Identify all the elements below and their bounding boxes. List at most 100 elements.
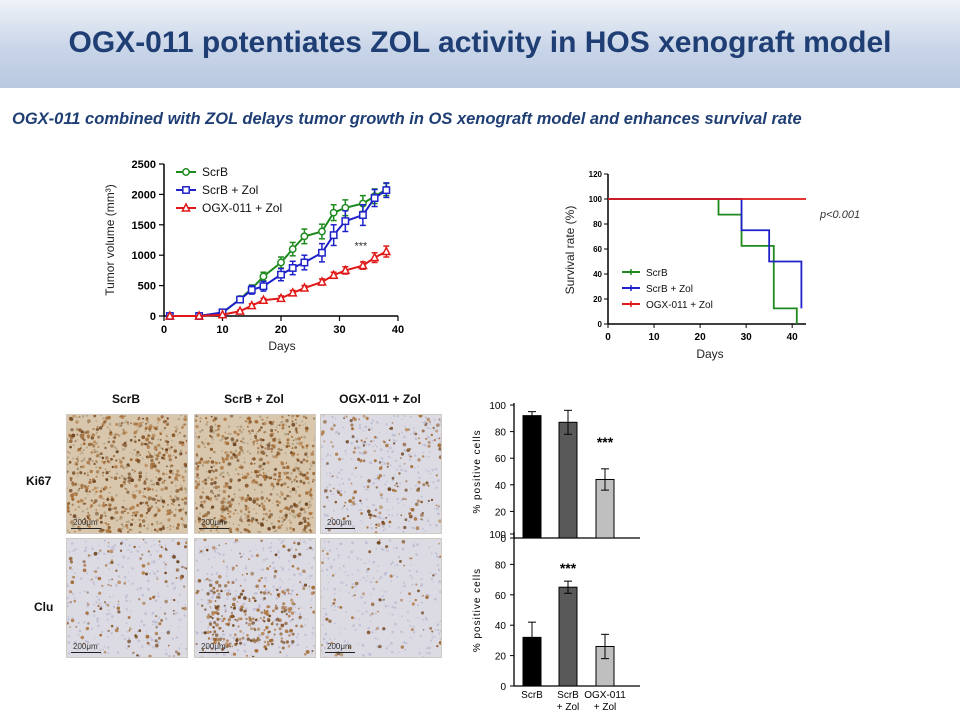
ihc-panel-clu-ogx-zol: 200μm [320,538,442,658]
y-tick-label: 0 [500,534,506,545]
data-point [288,264,297,272]
data-point [341,217,350,226]
y-tick-label: 60 [495,591,507,602]
ihc-panel-ki67-ogx-zol: 200μm [320,414,442,534]
data-point [300,258,309,267]
y-tick-label: 100 [489,530,506,541]
y-axis-label: % positive cells [472,429,483,513]
ihc-col-label-scrb-zol: ScrB + Zol [224,392,284,406]
y-axis-label: % positive cells [472,568,483,652]
data-point [358,259,368,270]
legend-label-scrb-zol: ScrB + Zol [202,183,258,197]
y-axis-label: Tumor volume (mm³) [103,184,117,296]
legend-label-scrb: ScrB [646,268,668,279]
bar-scrb [522,415,542,539]
x-axis-label: Days [696,347,723,361]
data-point [235,305,245,315]
y-tick-label: 0 [598,320,603,329]
data-point [277,270,285,279]
scale-bar [71,652,101,653]
ihc-row-label-ki67: Ki67 [26,474,52,488]
ihc-col-label-ogx-zol: OGX-011 + Zol [339,392,421,406]
significance-label: *** [560,560,577,576]
x-axis-label: Days [268,339,295,353]
data-point [382,186,391,195]
y-tick-label: 20 [495,507,507,518]
ihc-panel-ki67-scrb-zol: 200μm [194,414,316,534]
x-tick-label: 40 [392,324,404,336]
data-point [300,232,309,241]
data-point [217,309,228,319]
y-tick-label: 0 [150,311,156,323]
x-tick-label-scrb: ScrB [521,690,543,701]
data-point [236,295,245,304]
y-tick-label: 60 [593,245,602,254]
data-point [165,310,175,320]
data-point [299,282,310,292]
data-point [194,310,204,320]
bar-scrb-zol [558,421,578,539]
data-point [258,294,269,304]
y-tick-label: 40 [495,621,507,632]
scale-bar [325,528,355,529]
y-tick-label: 2500 [132,159,156,171]
tumor-volume-chart: 0 500 1000 1500 2000 2500 0 10 20 30 40 Days Tumor v… [103,159,404,353]
y-tick-label: 120 [589,170,603,179]
y-tick-label: 20 [593,295,602,304]
p-value-label: p<0.001 [819,209,860,221]
scale-bar [71,528,101,529]
legend-label-ogx-011-zol: OGX-011 + Zol [202,201,282,215]
page-title: OGX-011 potentiates ZOL activity in HOS … [68,26,892,59]
data-point [329,231,338,240]
x-tick-label: 40 [787,332,799,343]
scale-label: 200μm [201,518,226,527]
x-tick-label: 30 [333,324,345,336]
x-tick-label-ogx-011-zol: OGX-011 + Zol [584,690,626,713]
data-point [329,208,338,217]
legend-label-ogx-011-zol: OGX-011 + Zol [646,300,713,311]
scale-label: 200μm [327,642,352,651]
y-tick-label: 60 [495,454,507,465]
y-tick-label: 80 [495,428,507,439]
data-point [247,285,256,294]
data-point [277,258,285,267]
scale-label: 200μm [201,642,226,651]
series-scrb-zol [608,198,803,309]
title-banner: OGX-011 potentiates ZOL activity in HOS … [0,0,960,88]
x-tick-label: 10 [216,324,228,336]
y-tick-label: 1500 [132,220,156,232]
data-point [381,245,392,256]
x-tick-label: 20 [275,324,287,336]
ki67-bar-chart: 0 20 40 60 80 100 % positive cells *** [472,401,640,545]
data-point [276,292,286,303]
series-ogx-011-zol [165,245,392,320]
data-point [182,186,190,194]
y-tick-label: 20 [495,652,507,663]
bar-scrb-zol [558,586,578,687]
x-tick-label: 30 [741,332,753,343]
y-tick-label: 500 [138,281,156,293]
y-tick-label: 100 [489,401,506,412]
significance-label: *** [597,434,614,450]
y-tick-label: 40 [593,270,602,279]
x-tick-label: 0 [605,332,611,343]
y-tick-label: 80 [495,560,507,571]
data-point [181,202,191,212]
clu-bar-chart: 0 20 40 60 80 100 % positive cells *** ScrB ScrB +… [472,530,640,713]
data-point [358,211,367,220]
ihc-panel-ki67-scrb: 200μm [66,414,188,534]
y-tick-label: 80 [593,220,602,229]
y-tick-label: 100 [589,195,603,204]
data-point [182,168,190,176]
x-tick-label: 10 [648,332,660,343]
data-point [340,264,351,275]
y-tick-label: 40 [495,481,507,492]
data-point [246,300,257,310]
y-tick-label: 1000 [132,250,156,262]
data-point [369,251,380,262]
legend-label-scrb: ScrB [202,165,228,179]
y-tick-label: 0 [500,682,506,693]
data-point [317,276,327,286]
scale-bar [199,652,229,653]
y-axis-label: Survival rate (%) [563,206,577,295]
